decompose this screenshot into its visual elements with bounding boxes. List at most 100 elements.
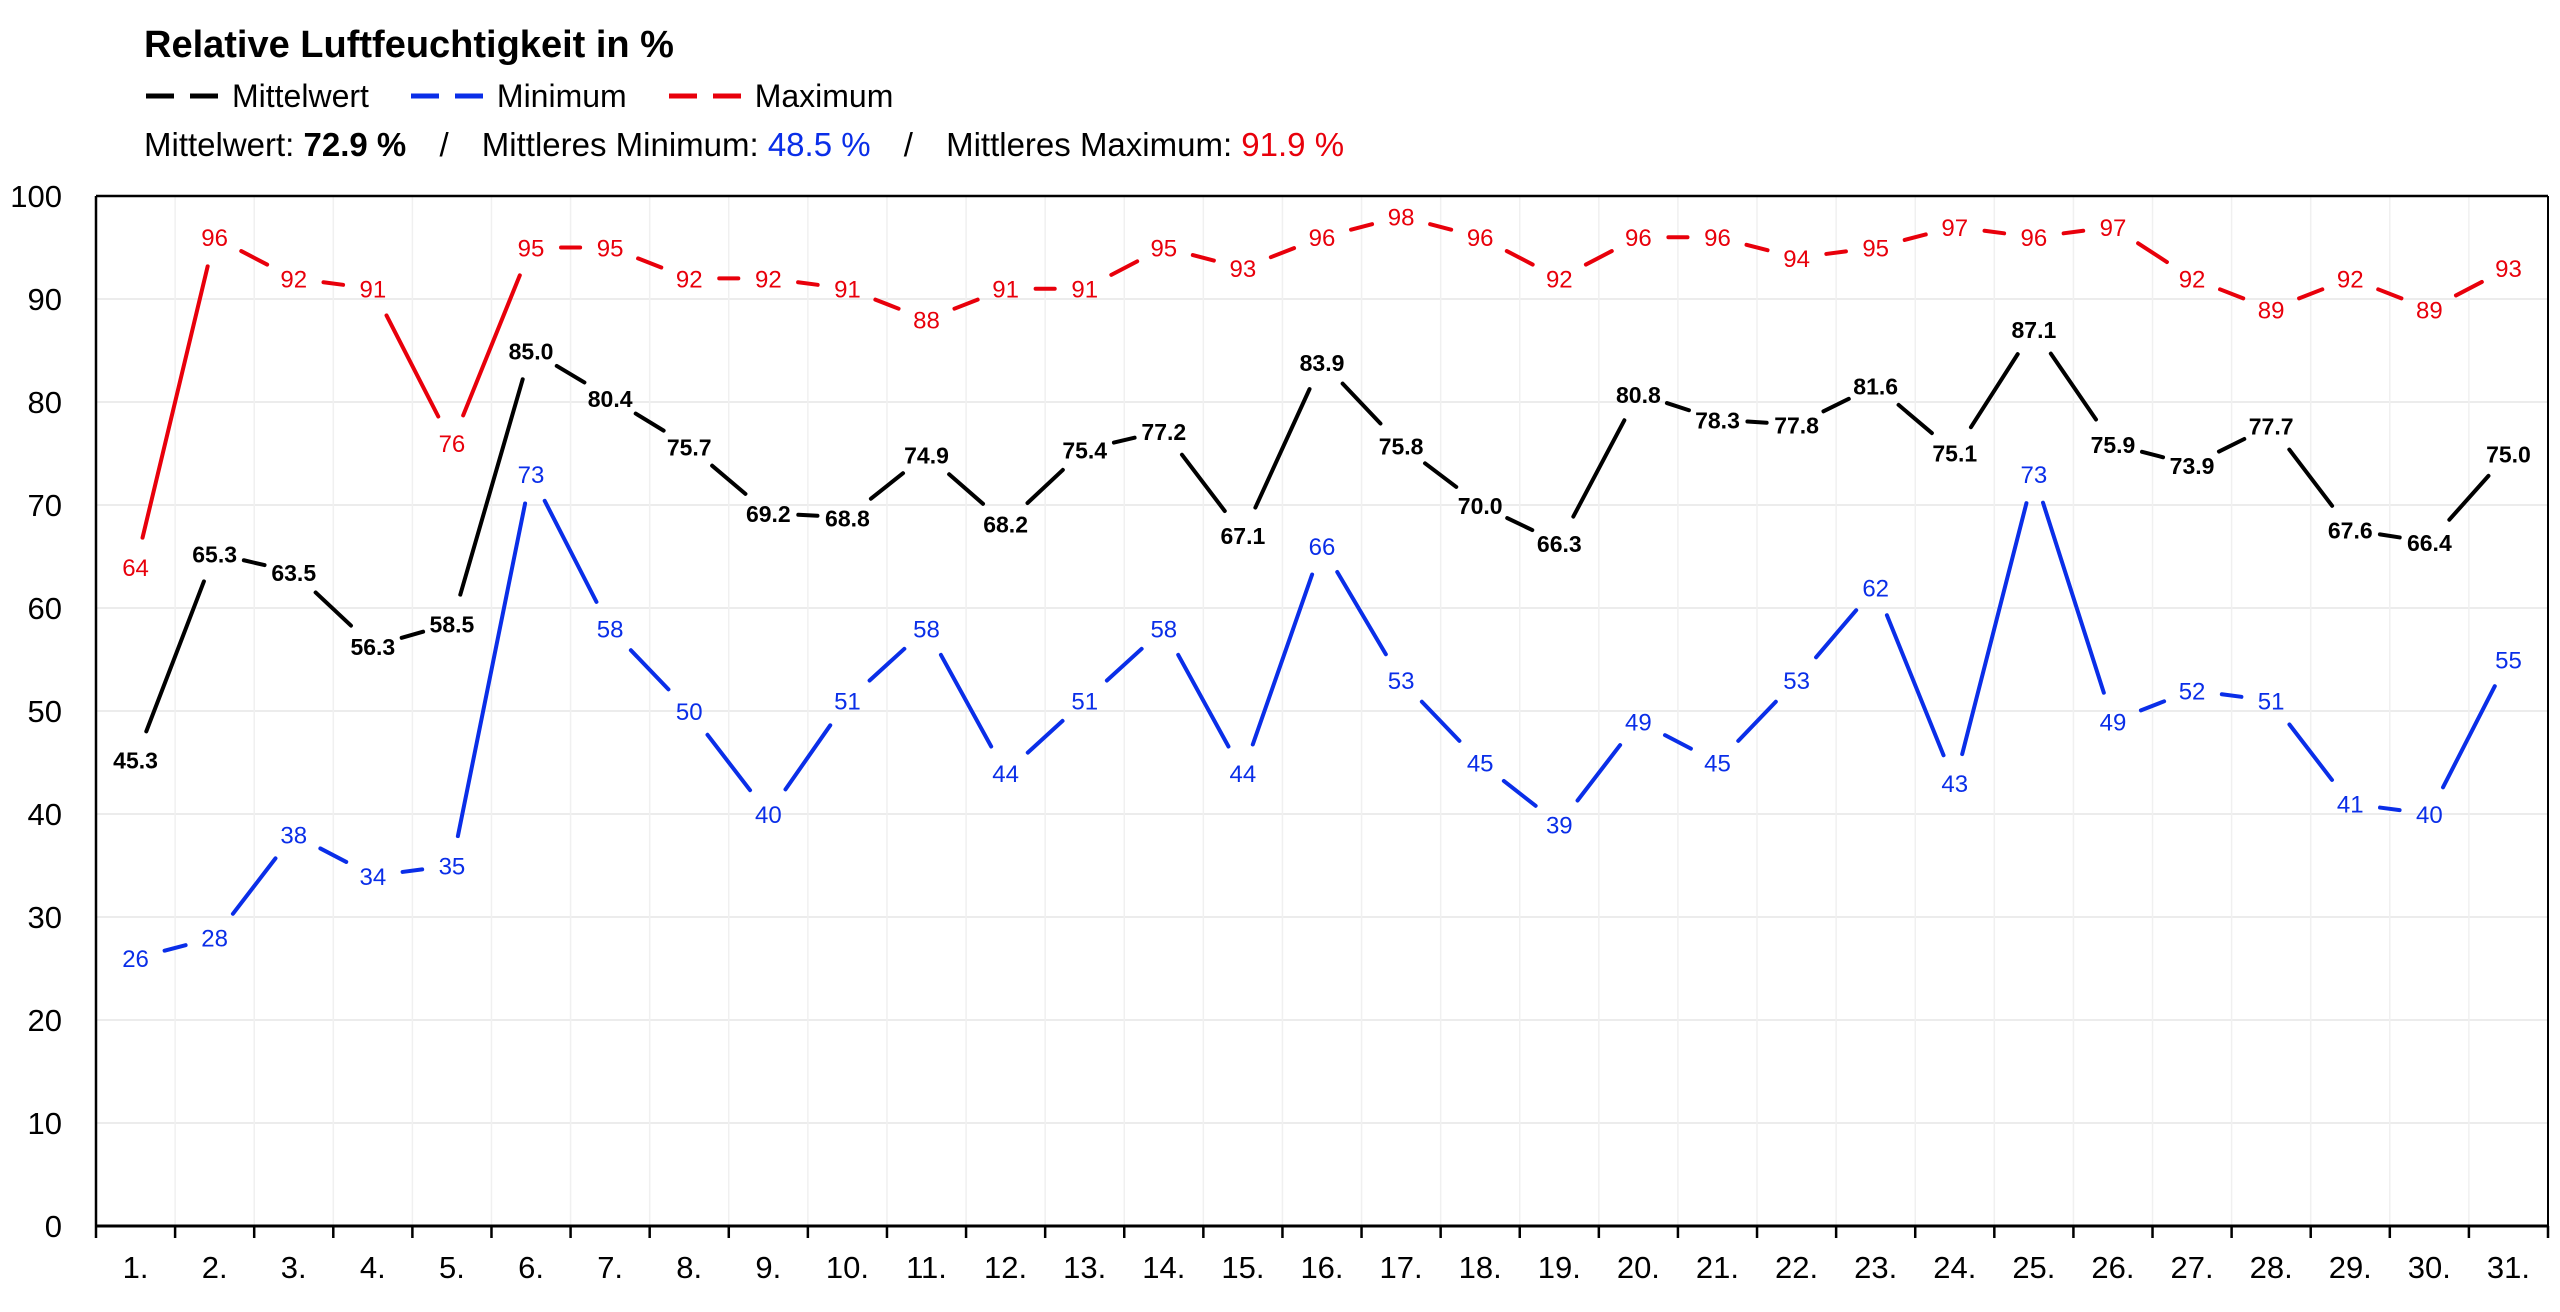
data-label-max: 98 (1388, 205, 1415, 232)
data-label-max: 97 (2100, 215, 2127, 242)
summary-max-label: Mittleres Maximum: (946, 126, 1233, 163)
data-label-min: 28 (201, 926, 228, 953)
x-tick-label: 26. (2091, 1250, 2134, 1285)
data-label-mean: 83.9 (1300, 350, 1345, 376)
data-label-mean: 87.1 (2011, 317, 2056, 343)
data-label-max: 96 (201, 225, 228, 252)
x-tick-label: 13. (1063, 1250, 1106, 1285)
data-label-min: 58 (1150, 617, 1177, 644)
data-label-max: 93 (2495, 256, 2522, 283)
series-line-mean (796, 512, 820, 518)
x-tick-label: 29. (2329, 1250, 2372, 1285)
series-line-max (1190, 253, 1216, 263)
data-label-max: 88 (913, 308, 940, 335)
data-label-max: 64 (122, 555, 149, 582)
series-line-max (1268, 246, 1297, 260)
series-line-mean (710, 463, 748, 496)
summary-min-label: Mittleres Minimum: (481, 126, 759, 163)
data-label-max: 92 (280, 266, 307, 293)
summary-line: Mittelwert: 72.9 % / Mittleres Minimum: … (144, 126, 1344, 164)
series-line-mean (1111, 435, 1137, 445)
data-label-max: 95 (1862, 236, 1889, 263)
series-line-min (2441, 684, 2497, 790)
x-tick-label: 12. (984, 1250, 1027, 1285)
series-line-min (1419, 699, 1462, 743)
data-label-min: 58 (597, 617, 624, 644)
series-line-mean (2377, 532, 2402, 540)
series-line-min (400, 867, 425, 874)
x-tick-label: 24. (1933, 1250, 1976, 1285)
data-label-min: 51 (2258, 689, 2285, 716)
series-line-mean (1025, 467, 1065, 506)
series-line-max (321, 280, 346, 287)
data-label-max: 95 (597, 236, 624, 263)
y-tick-label: 50 (28, 694, 62, 729)
series-line-mean (144, 579, 206, 734)
series-line-max (1583, 249, 1614, 267)
series-line-max (1982, 228, 2007, 236)
series-line-max (2136, 241, 2169, 265)
series-line-mean (1896, 402, 1934, 436)
x-tick-label: 1. (123, 1250, 149, 1285)
series-line-min (1025, 718, 1065, 755)
data-label-mean: 77.7 (2249, 414, 2294, 440)
series-line-mean (2048, 351, 2099, 422)
data-label-mean: 85.0 (509, 339, 554, 365)
series-line-max (2297, 287, 2325, 301)
data-label-mean: 81.6 (1853, 374, 1898, 400)
data-label-max: 95 (518, 236, 545, 263)
legend-label-mean: Mittelwert (232, 77, 369, 114)
series-line-mean (458, 377, 525, 597)
series-line-min (628, 648, 671, 692)
data-label-max: 91 (992, 277, 1019, 304)
data-label-min: 43 (1941, 771, 1968, 798)
data-label-mean: 68.8 (825, 505, 870, 531)
data-label-max: 96 (1625, 225, 1652, 252)
data-label-max: 89 (2258, 297, 2285, 324)
data-label-mean: 65.3 (192, 541, 237, 567)
data-label-max: 92 (1546, 266, 1573, 293)
data-label-mean: 75.9 (2091, 432, 2136, 458)
x-tick-label: 20. (1617, 1250, 1660, 1285)
summary-min-value: 48.5 % (767, 126, 871, 163)
data-label-mean: 69.2 (746, 501, 791, 527)
y-tick-label: 60 (28, 591, 62, 626)
chart-title: Relative Luftfeuchtigkeit in % (144, 24, 674, 66)
x-tick-label: 8. (676, 1250, 702, 1285)
series-line-min (938, 652, 994, 749)
data-label-mean: 66.4 (2407, 530, 2452, 556)
data-label-max: 96 (2021, 225, 2048, 252)
data-label-max: 96 (1309, 225, 1336, 252)
series-line-max (239, 249, 270, 267)
chart-header: Relative Luftfeuchtigkeit in % Mittelwer… (144, 22, 1344, 164)
series-line-mean (1821, 396, 1851, 414)
data-label-max: 97 (1941, 215, 1968, 242)
series-line-max (952, 297, 980, 311)
series-line-min (542, 498, 599, 604)
series-line-max (1824, 249, 1848, 256)
series-line-min (230, 856, 278, 916)
series-line-mean (1340, 381, 1383, 426)
data-label-min: 40 (2416, 802, 2443, 829)
series-line-min (2378, 805, 2402, 813)
series-line-mean (633, 411, 666, 433)
series-line-min (1662, 733, 1693, 751)
summary-mean-value: 72.9 % (303, 126, 407, 163)
data-label-min: 53 (1388, 668, 1415, 695)
series-line-min (1736, 699, 1778, 743)
x-tick-label: 30. (2408, 1250, 2451, 1285)
x-tick-label: 25. (2012, 1250, 2055, 1285)
series-line-mean (554, 363, 587, 385)
data-label-min: 53 (1783, 668, 1810, 695)
data-label-min: 40 (755, 802, 782, 829)
data-label-max: 96 (1704, 225, 1731, 252)
data-label-mean: 77.8 (1774, 413, 1819, 439)
data-label-min: 58 (913, 617, 940, 644)
data-label-min: 44 (1230, 761, 1257, 788)
x-tick-label: 6. (518, 1250, 544, 1285)
data-label-mean: 73.9 (2170, 453, 2215, 479)
series-line-min (1814, 608, 1859, 660)
legend-item-max: Maximum (667, 78, 893, 115)
series-line-min (1335, 570, 1388, 657)
data-label-max: 96 (1467, 225, 1494, 252)
